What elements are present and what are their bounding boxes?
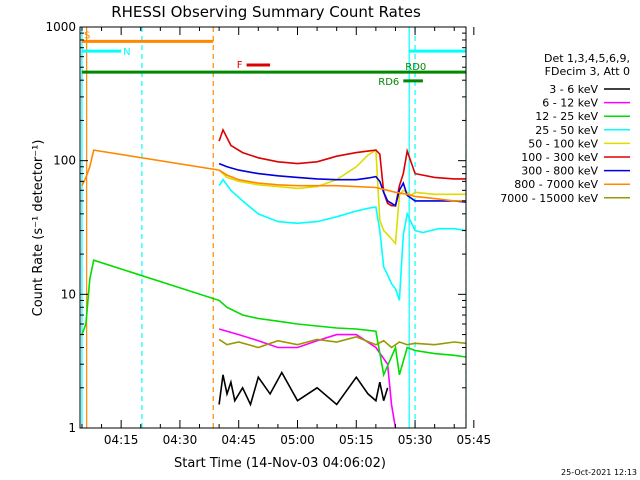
- series-line-3: [218, 178, 466, 301]
- series-line-0: [218, 370, 389, 407]
- timestamp: 25-Oct-2021 12:13: [561, 468, 637, 477]
- legend-label-6: 300 - 800 keV: [521, 165, 598, 178]
- legend-header-0: Det 1,3,4,5,6,9,: [544, 52, 630, 65]
- x-tick-label-0: 04:15: [104, 433, 139, 447]
- x-tick-label-6: 05:45: [457, 433, 492, 447]
- series-line-5: [218, 127, 466, 207]
- legend-label-1: 6 - 12 keV: [542, 97, 598, 110]
- y-tick-label-3: 1000: [45, 20, 76, 34]
- legend-label-4: 50 - 100 keV: [528, 137, 598, 150]
- legend: Det 1,3,4,5,6,9,FDecim 3, Att 0 3 - 6 keV…: [500, 52, 630, 205]
- legend-label-5: 100 - 300 keV: [521, 151, 598, 164]
- x-tick-label-2: 04:45: [221, 433, 256, 447]
- legend-label-8: 7000 - 15000 keV: [500, 192, 598, 205]
- flag-label-1: N: [123, 47, 130, 58]
- x-tick-label-1: 04:30: [163, 433, 198, 447]
- x-tick-label-4: 05:15: [339, 433, 374, 447]
- plot-clipped: [81, 27, 466, 428]
- legend-header-1: FDecim 3, Att 0: [545, 65, 630, 78]
- x-tick-label-3: 05:00: [280, 433, 315, 447]
- x-axis: 04:15 04:30 04:45 05:00 05:15 05:30 05:45: [81, 27, 492, 447]
- y-tick-label-1: 10: [61, 287, 76, 301]
- flag-label-0: S: [84, 30, 90, 41]
- series-line-8: [218, 336, 466, 349]
- legend-label-0: 3 - 6 keV: [549, 83, 598, 96]
- legend-label-7: 800 - 7000 keV: [514, 178, 598, 191]
- series-line-2: [81, 259, 466, 378]
- flag-label-3: RD0: [405, 62, 426, 73]
- x-tick-label-5: 05:30: [398, 433, 433, 447]
- plot-content: S N F RD0 RD6: [81, 27, 466, 428]
- flag-label-2: F: [237, 60, 243, 71]
- chart-title: RHESSI Observing Summary Count Rates: [111, 3, 421, 21]
- x-axis-label: Start Time (14-Nov-03 04:06:02): [174, 456, 386, 471]
- y-axis-label: Count Rate (s⁻¹ detector⁻¹): [31, 140, 46, 317]
- flag-label-4: RD6: [378, 77, 399, 88]
- y-axis: 1 10 100 1000: [45, 20, 466, 435]
- series-line-6: [218, 162, 466, 207]
- y-tick-label-2: 100: [53, 154, 76, 168]
- plot-frame: [79, 26, 467, 429]
- series-line-7: [81, 149, 466, 202]
- legend-label-2: 12 - 25 keV: [535, 110, 598, 123]
- legend-label-3: 25 - 50 keV: [535, 124, 598, 137]
- y-tick-label-0: 1: [68, 421, 76, 435]
- series-line-1: [218, 328, 397, 428]
